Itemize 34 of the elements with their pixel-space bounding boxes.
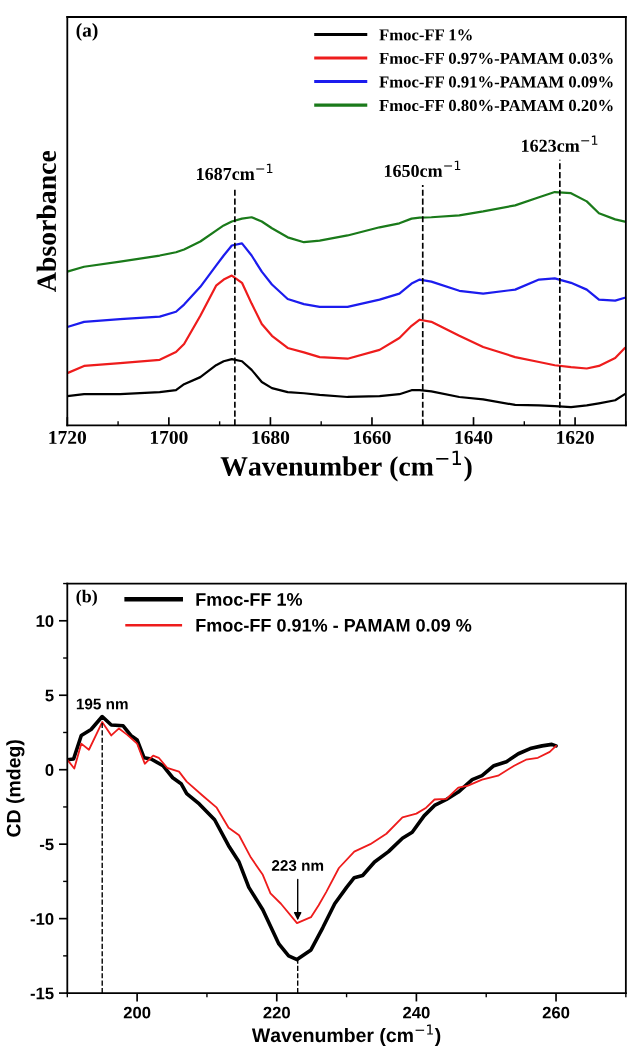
y-axis-title: Absorbance: [36, 150, 57, 292]
x-tick-label: 220: [263, 1006, 290, 1019]
legend-label: Fmoc-FF 0.91%-PAMAM 0.09%: [379, 76, 613, 88]
legend-label: Fmoc-FF 0.80%-PAMAM 0.20%: [379, 99, 613, 112]
x-tick-label: 240: [403, 1006, 430, 1019]
x-tick-label: 1700: [150, 430, 188, 445]
x-tick-label: 260: [542, 1006, 570, 1019]
x-tick-label: 1720: [49, 430, 87, 445]
ref-line-label: 1687cm$^{−1}$: [197, 163, 273, 181]
ref-line-label: 1623cm$^{−1}$: [522, 135, 598, 152]
y-axis-title: CD (mdeg): [6, 740, 25, 837]
x-tick-label: 1640: [455, 430, 493, 445]
y-tick-label: 10: [36, 615, 54, 627]
x-axis-title: Wavenumber (cm$^{−1}$): [220, 450, 472, 482]
line-series: [67, 721, 557, 925]
y-tick-label: -10: [30, 913, 54, 925]
legend-label: Fmoc-FF 0.91% - PAMAM 0.09 %: [196, 618, 472, 632]
annotation: 223 nm: [271, 860, 324, 871]
ref-line-label: 1650cm$^{−1}$: [384, 160, 461, 178]
x-tick-label: 200: [123, 1006, 151, 1019]
x-axis-title: Wavenumber (cm$^{−1}$): [251, 1024, 441, 1047]
y-tick-label: -5: [39, 838, 54, 851]
annotation: 195 nm: [76, 698, 128, 710]
y-tick-label: -15: [30, 987, 54, 1000]
y-tick-label: 0: [45, 764, 54, 776]
y-tick-label: 5: [45, 689, 54, 702]
x-tick-label: 1660: [354, 430, 391, 445]
legend-label: Fmoc-FF 1%: [379, 29, 472, 41]
x-tick-label: 1680: [252, 430, 290, 445]
annotation: (b): [76, 589, 97, 607]
text: (a): [76, 23, 98, 41]
x-tick-label: 1620: [557, 430, 594, 445]
legend-label: Fmoc-FF 0.97%-PAMAM 0.03%: [379, 52, 613, 65]
legend-label: Fmoc-FF 1%: [196, 593, 303, 606]
